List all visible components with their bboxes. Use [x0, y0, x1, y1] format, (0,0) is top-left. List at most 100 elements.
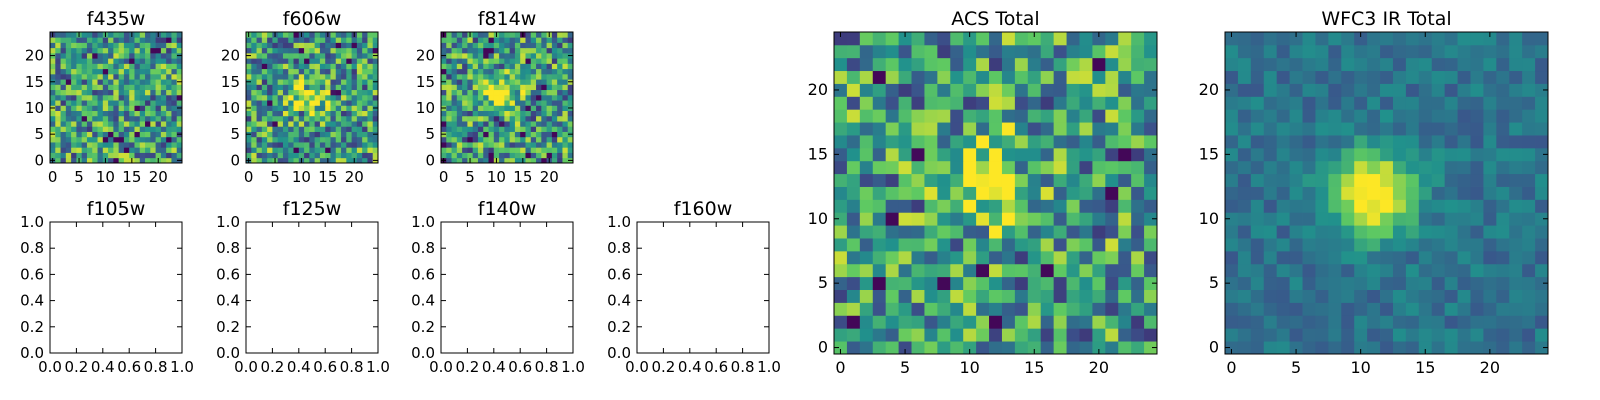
x-tick-label: 15	[318, 168, 337, 186]
y-tick-label: 0.8	[607, 239, 631, 257]
heatmap-cell	[989, 135, 1003, 149]
heatmap-cell	[108, 63, 114, 70]
heatmap-cell	[1418, 96, 1433, 110]
heatmap-cell	[1105, 199, 1119, 213]
heatmap-cell	[963, 250, 977, 265]
heatmap-cell	[267, 100, 273, 106]
heatmap-cell	[499, 89, 505, 96]
heatmap-cell	[1053, 263, 1067, 278]
heatmap-cell	[341, 110, 347, 117]
heatmap-cell	[493, 142, 500, 148]
heatmap-cell	[1341, 44, 1355, 59]
heatmap-cell	[1470, 83, 1484, 97]
heatmap-cell	[118, 94, 125, 101]
heatmap-cell	[97, 73, 104, 80]
heatmap-cell	[1014, 250, 1029, 265]
y-tick-label: 15	[25, 73, 44, 91]
heatmap-cell	[102, 73, 109, 80]
heatmap-cell	[160, 100, 167, 106]
heatmap-cell	[467, 68, 474, 75]
heatmap-cell	[325, 73, 331, 80]
heatmap-cell	[367, 110, 374, 117]
heatmap-cell	[1131, 160, 1145, 175]
heatmap-cell	[885, 147, 899, 162]
heatmap-cell	[846, 289, 861, 303]
heatmap-cell	[341, 152, 347, 159]
heatmap-cell	[467, 121, 474, 127]
heatmap-cell	[129, 37, 135, 43]
heatmap-cell	[160, 73, 167, 80]
heatmap-cell	[55, 152, 61, 159]
heatmap-cell	[1392, 328, 1407, 342]
heatmap-cell	[362, 100, 368, 106]
heatmap-cell	[1367, 225, 1381, 239]
heatmap-cell	[330, 37, 337, 43]
heatmap-cell	[55, 79, 61, 85]
heatmap-cell	[1405, 250, 1420, 265]
heatmap-cell	[1457, 186, 1471, 200]
heatmap-cell	[514, 84, 521, 91]
heatmap-cell	[113, 32, 120, 38]
heatmap-cell	[557, 84, 563, 91]
heatmap-cell	[885, 44, 899, 59]
heatmap-cell	[71, 147, 77, 153]
heatmap-cell	[1079, 315, 1093, 329]
heatmap-cell	[1263, 315, 1278, 329]
heatmap-cell	[1457, 238, 1471, 252]
heatmap-cell	[341, 89, 347, 96]
heatmap-cell	[319, 42, 326, 49]
heatmap-cell	[261, 52, 268, 59]
heatmap-cell	[859, 225, 874, 239]
heatmap-cell	[488, 121, 495, 127]
heatmap-cell	[55, 110, 61, 117]
heatmap-cell	[123, 73, 130, 80]
heatmap-cell	[567, 115, 574, 122]
heatmap-cell	[520, 68, 526, 75]
heatmap-cell	[304, 47, 310, 54]
heatmap-cell	[467, 73, 474, 80]
heatmap-cell	[976, 96, 990, 110]
heatmap-cell	[55, 47, 61, 54]
heatmap-cell	[277, 115, 284, 122]
heatmap-cell	[55, 89, 61, 96]
heatmap-cell	[1496, 135, 1510, 149]
heatmap-cell	[472, 68, 479, 75]
heatmap-cell	[488, 142, 495, 148]
heatmap-cell	[976, 160, 990, 175]
y-tick-label: 10	[221, 99, 240, 117]
heatmap-cell	[1315, 70, 1329, 84]
heatmap-cell	[924, 199, 938, 213]
heatmap-cell	[1027, 173, 1042, 187]
heatmap-cell	[520, 121, 526, 127]
heatmap-cell	[1225, 96, 1239, 110]
x-tick-label: 0.8	[144, 358, 168, 376]
heatmap-cell	[50, 100, 56, 106]
heatmap-cell	[976, 289, 990, 303]
heatmap-cell	[834, 302, 848, 316]
heatmap-cell	[134, 157, 141, 164]
heatmap-cell	[1118, 147, 1132, 162]
heatmap-cell	[924, 238, 938, 252]
heatmap-cell	[341, 37, 347, 43]
heatmap-cell	[362, 79, 368, 85]
heatmap-cell	[298, 115, 305, 122]
heatmap-cell	[950, 173, 964, 187]
heatmap-cell	[50, 152, 56, 159]
heatmap-cell	[467, 105, 474, 111]
heatmap-cell	[1131, 83, 1145, 97]
heatmap-cell	[1040, 315, 1055, 329]
heatmap-cell	[282, 136, 289, 143]
heatmap-cell	[1027, 199, 1042, 213]
heatmap-cell	[261, 32, 268, 38]
heatmap-cell	[1225, 238, 1239, 252]
heatmap-cell	[950, 135, 964, 149]
heatmap-cell	[1263, 109, 1278, 123]
heatmap-cell	[1079, 173, 1093, 187]
heatmap-cell	[557, 126, 563, 132]
heatmap-cell	[1431, 32, 1446, 46]
heatmap-cell	[1289, 212, 1303, 226]
x-tick-label: 0.0	[625, 358, 649, 376]
heatmap-cell	[483, 110, 489, 117]
heatmap-cell	[1225, 289, 1239, 303]
